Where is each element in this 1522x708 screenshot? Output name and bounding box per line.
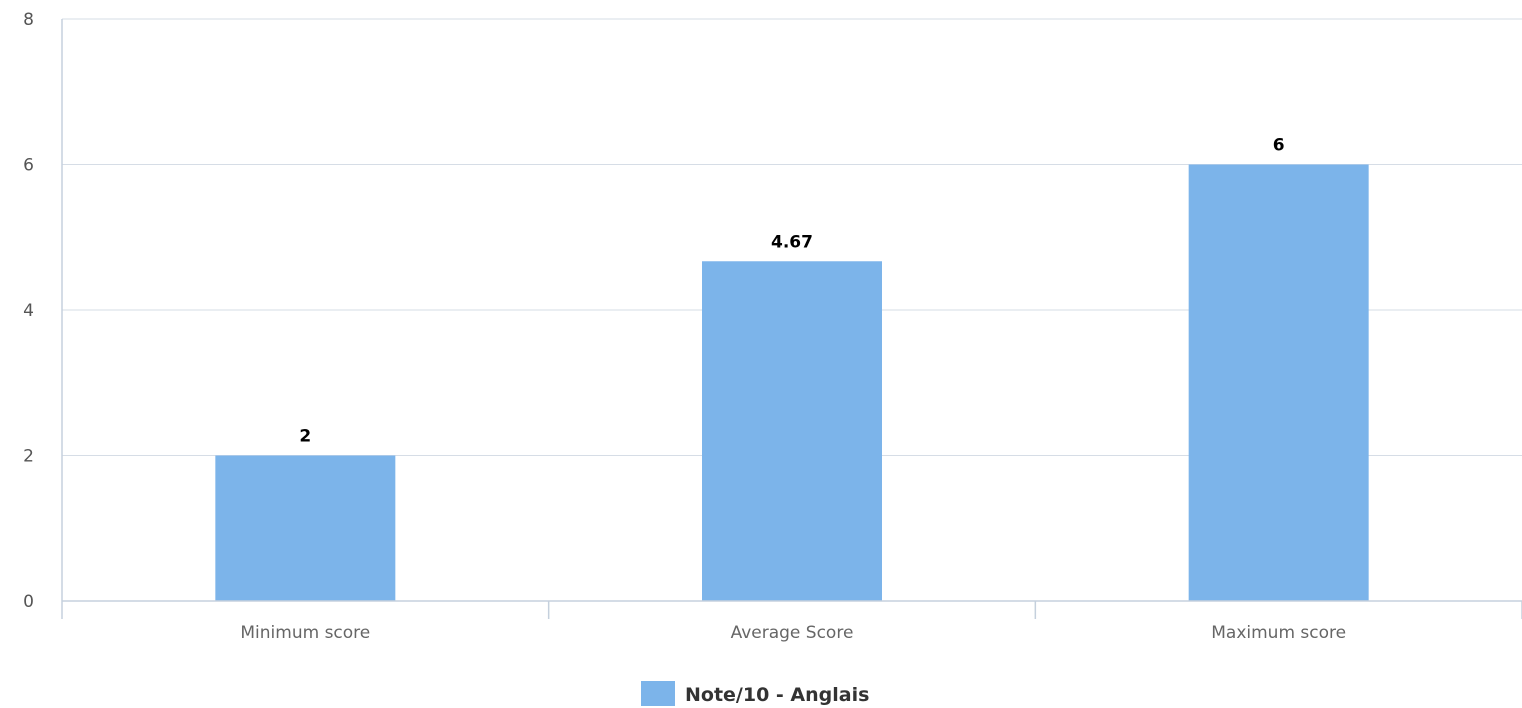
bars — [215, 164, 1369, 602]
data-label: 4.67 — [771, 232, 813, 252]
legend-swatch[interactable] — [641, 681, 675, 706]
bar[interactable] — [1188, 164, 1369, 602]
data-label: 2 — [299, 427, 311, 447]
y-tick-label: 0 — [23, 592, 34, 612]
legend[interactable]: Note/10 - Anglais — [641, 681, 869, 706]
bar[interactable] — [215, 455, 396, 602]
x-axis-tick-labels: Minimum score Average Score Maximum score — [61, 601, 1522, 643]
x-tick-label: Maximum score — [1211, 623, 1346, 643]
data-labels: 2 4.67 6 — [299, 136, 1284, 447]
y-tick-label: 8 — [23, 10, 34, 30]
x-tick-label: Minimum score — [240, 623, 370, 643]
x-tick-label: Average Score — [731, 623, 854, 643]
data-label: 6 — [1273, 136, 1285, 156]
y-tick-label: 2 — [23, 447, 34, 467]
y-axis-tick-labels: 0 2 4 6 8 — [23, 10, 34, 612]
y-tick-label: 4 — [23, 301, 34, 321]
legend-label[interactable]: Note/10 - Anglais — [685, 684, 869, 706]
bar[interactable] — [702, 261, 882, 601]
axes — [61, 19, 1522, 602]
y-tick-label: 6 — [23, 156, 34, 176]
